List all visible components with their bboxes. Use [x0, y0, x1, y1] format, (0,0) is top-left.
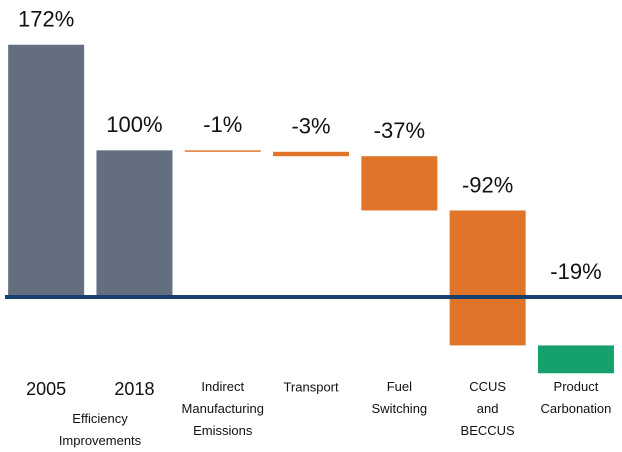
bar — [184, 150, 261, 152]
value-label: 100% — [106, 112, 162, 137]
bar — [273, 151, 350, 157]
bar — [96, 150, 173, 297]
bar — [537, 345, 614, 374]
bar — [361, 156, 438, 211]
x-tick-label: 2018 — [114, 379, 154, 399]
x-tick-label: CCUS and BECCUS — [461, 379, 516, 438]
x-tick-label: Fuel Switching — [372, 379, 428, 416]
x-tick-label: Product Carbonation — [541, 379, 612, 416]
value-label: -37% — [374, 118, 425, 143]
value-label: -1% — [203, 112, 242, 137]
x-tick-label: Transport — [283, 379, 339, 394]
bar — [449, 210, 526, 346]
value-label: -92% — [462, 172, 513, 197]
x-tick-label: 2005 — [26, 379, 66, 399]
x-tick-label: Indirect Manufacturing Emissions — [182, 379, 264, 438]
value-label: -19% — [550, 259, 601, 284]
bar — [8, 44, 85, 297]
value-label: 172% — [18, 7, 74, 32]
annotation: Efficiency Improvements — [59, 411, 142, 448]
value-label: -3% — [291, 114, 330, 139]
